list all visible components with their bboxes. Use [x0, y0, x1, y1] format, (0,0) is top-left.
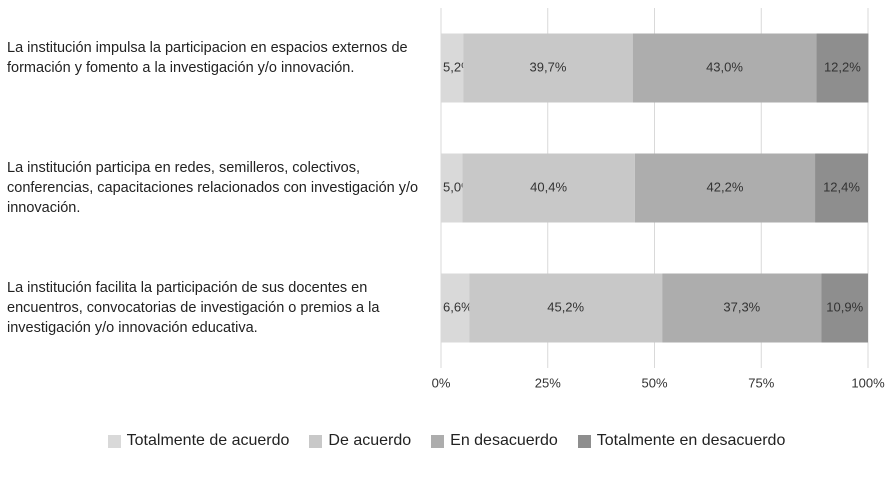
x-tick-label: 50% [641, 375, 667, 390]
bar-segment [462, 153, 635, 223]
data-label: 40,4% [530, 179, 567, 194]
legend-item: Totalmente de acuerdo [107, 432, 290, 450]
data-label: 6,6% [443, 299, 473, 314]
bar-segment [816, 33, 869, 103]
legend-label: De acuerdo [328, 432, 412, 449]
x-tick-label: 75% [748, 375, 774, 390]
bar-segment [469, 273, 663, 343]
bar-segment [662, 273, 822, 343]
data-label: 37,3% [723, 299, 760, 314]
legend-label: En desacuerdo [450, 432, 558, 449]
legend-swatch [577, 434, 591, 448]
bar-segment [441, 153, 463, 223]
bar-segment [463, 33, 633, 103]
bar-segment [441, 273, 470, 343]
data-label: 42,2% [707, 179, 744, 194]
bar-segment [821, 273, 868, 343]
legend-swatch [107, 434, 121, 448]
bar-segment [815, 153, 868, 223]
x-tick-label: 100% [851, 375, 885, 390]
category-label: La institución participa en redes, semil… [7, 160, 419, 216]
category-label: La institución impulsa la participacion … [7, 40, 408, 76]
legend-label: Totalmente de acuerdo [126, 432, 290, 449]
legend-item: De acuerdo [309, 432, 411, 450]
bar-segment [632, 33, 817, 103]
legend-label: Totalmente en desacuerdo [596, 432, 786, 449]
data-label: 39,7% [530, 59, 567, 74]
data-label: 12,4% [823, 179, 860, 194]
data-label: 12,2% [824, 59, 861, 74]
x-tick-label: 0% [432, 375, 451, 390]
data-label: 10,9% [826, 299, 863, 314]
data-label: 43,0% [706, 59, 743, 74]
legend-swatch [431, 434, 445, 448]
legend-swatch [309, 434, 323, 448]
bar-segment [441, 33, 464, 103]
legend-item: En desacuerdo [431, 432, 558, 450]
x-tick-label: 25% [535, 375, 561, 390]
data-label: 45,2% [547, 299, 584, 314]
bar-segment [634, 153, 816, 223]
legend-item: Totalmente en desacuerdo [577, 432, 786, 450]
legend: Totalmente de acuerdo De acuerdo En desacu… [0, 432, 893, 450]
category-label: La institución facilita la participación… [7, 280, 380, 336]
